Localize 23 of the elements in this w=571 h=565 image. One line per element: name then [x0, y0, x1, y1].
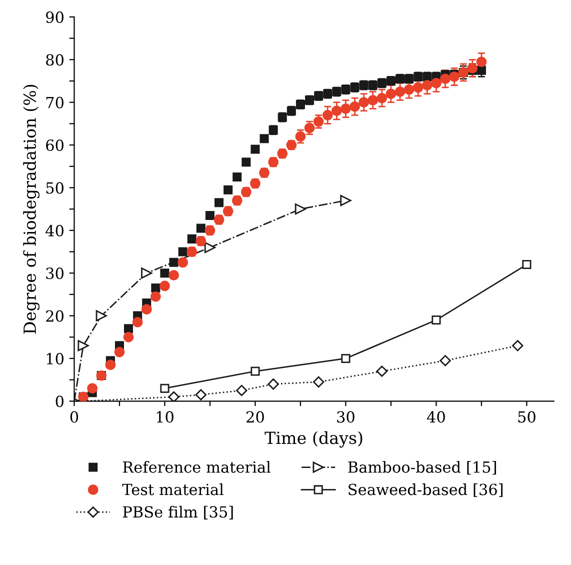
y-tick-label: 40: [46, 224, 64, 236]
y-tick-label: 10: [46, 352, 64, 364]
y-tick-label: 30: [46, 268, 64, 280]
y-tick-label: 90: [46, 11, 64, 23]
x-tick-label: 20: [246, 411, 264, 423]
y-tick-label: 20: [46, 310, 64, 322]
x-tick-label: 30: [337, 411, 354, 423]
legend-label: Reference material: [122, 461, 271, 473]
x-tick-label: 10: [156, 411, 174, 423]
x-axis-title: Time (days): [264, 431, 362, 448]
y-tick-label: 0: [56, 396, 64, 408]
y-tick-label: 80: [46, 54, 64, 66]
y-tick-label: 70: [46, 96, 64, 108]
legend-label: Test material: [122, 483, 224, 496]
x-tick-label: 40: [426, 411, 445, 423]
x-tick-label: 0: [70, 411, 78, 423]
legend-label: Bamboo-based [15]: [348, 461, 496, 475]
y-tick-label: 50: [46, 182, 64, 194]
x-tick-label: 50: [518, 411, 536, 423]
legend-label: PBSe film [35]: [122, 506, 233, 520]
legend-label: Seaweed-based [36]: [348, 483, 503, 498]
y-tick-label: 60: [46, 139, 64, 152]
y-axis-title: Degree of biodegradation (%): [23, 84, 40, 334]
